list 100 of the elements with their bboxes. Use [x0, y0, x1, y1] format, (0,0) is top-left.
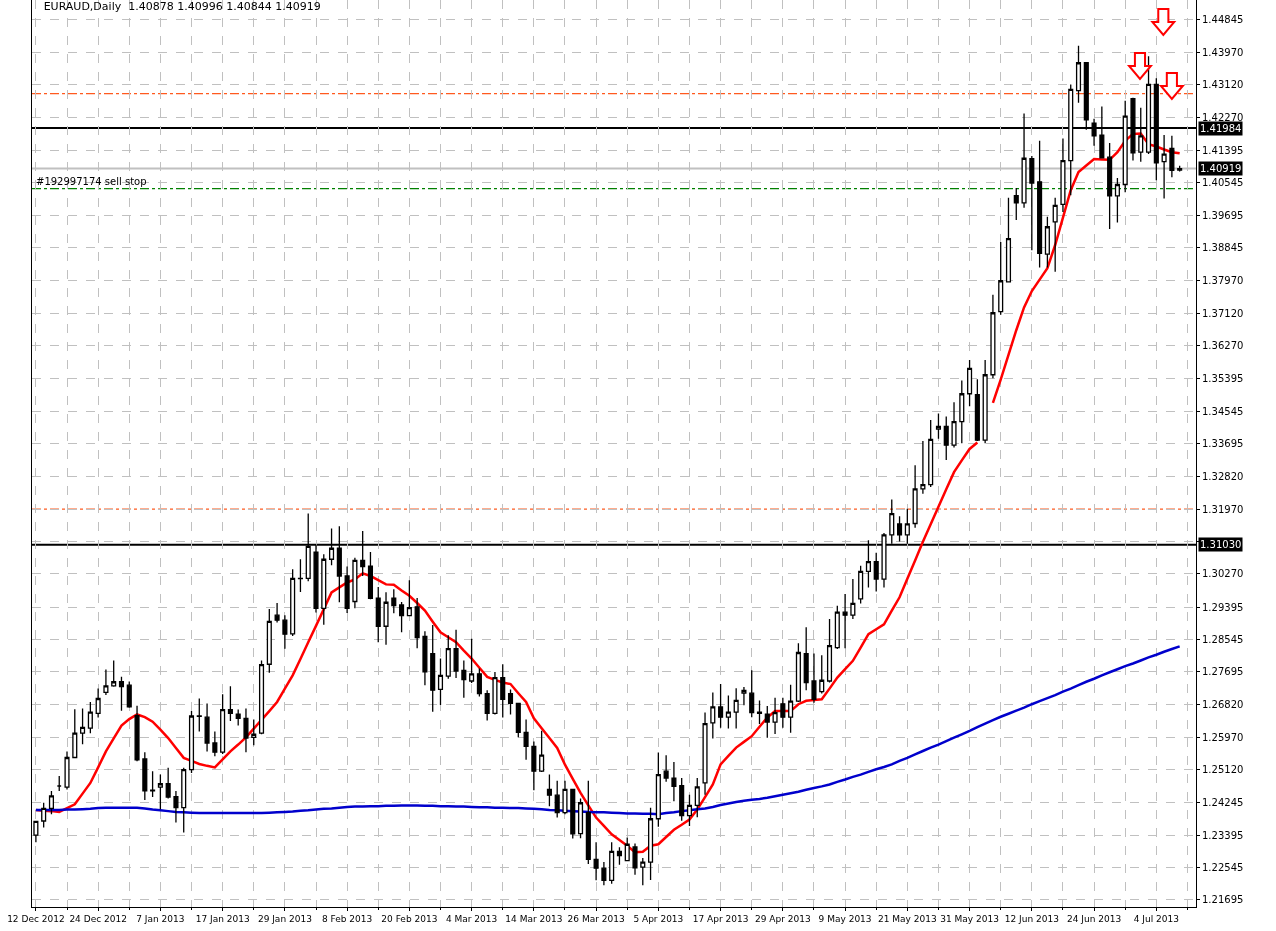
candlestick: [826, 618, 833, 684]
x-tick-label: 24 Jun 2013: [1067, 913, 1122, 924]
candlestick: [935, 412, 942, 440]
y-tick-label: 1.30270: [1202, 568, 1244, 580]
candlestick: [710, 691, 716, 740]
candlestick: [609, 841, 615, 885]
y-tick-label: 1.27695: [1202, 666, 1244, 678]
candlestick: [150, 770, 156, 798]
candlestick: [118, 676, 125, 712]
candlestick: [157, 773, 163, 810]
x-tick-label: 29 Jan 2013: [257, 913, 312, 924]
y-tick-label: 1.25120: [1202, 764, 1244, 776]
y-tick-label: 1.40545: [1202, 177, 1244, 189]
candlestick: [41, 802, 47, 829]
candlestick: [72, 708, 78, 759]
candlestick: [500, 663, 506, 719]
candlestick: [212, 730, 218, 757]
y-tick-label: 1.33695: [1202, 437, 1244, 449]
candlestick: [554, 780, 560, 819]
candlestick: [702, 711, 708, 796]
candlestick: [679, 777, 685, 822]
candlestick: [1044, 216, 1050, 269]
x-tick-label: 9 May 2013: [818, 913, 872, 924]
candlestick: [126, 680, 132, 709]
x-tick-label: 17 Jan 2013: [195, 913, 250, 924]
candlestick: [80, 707, 86, 745]
y-tick-label: 1.35395: [1202, 373, 1244, 385]
candlestick: [48, 790, 55, 815]
x-tick-label: 26 Mar 2013: [567, 913, 625, 924]
x-tick-label: 24 Dec 2012: [69, 913, 127, 924]
y-tick-label: 1.41395: [1202, 144, 1244, 156]
candlestick: [780, 697, 786, 729]
candlestick: [928, 419, 934, 488]
x-tick-label: 4 Jul 2013: [1133, 913, 1179, 924]
candlestick: [663, 754, 669, 783]
y-tick-label: 1.37970: [1202, 275, 1244, 287]
candlestick: [453, 629, 459, 679]
x-tick-label: 31 May 2013: [940, 913, 999, 924]
candlestick: [694, 777, 700, 818]
candlestick: [741, 686, 747, 707]
candlestick: [406, 579, 412, 617]
candlestick: [1013, 187, 1019, 221]
candlestick: [64, 750, 70, 791]
candlestick: [951, 401, 957, 449]
candlestick: [220, 693, 226, 755]
y-tick-label: 1.43120: [1202, 79, 1244, 91]
candlestick: [858, 565, 864, 605]
candlestick: [1114, 177, 1120, 224]
candlestick: [1161, 134, 1167, 200]
y-tick-label: 1.26820: [1202, 699, 1244, 711]
candlestick: [1060, 137, 1066, 213]
candlestick: [733, 687, 739, 730]
candlestick: [943, 415, 949, 461]
candlestick: [539, 730, 545, 773]
candlestick: [897, 515, 903, 543]
candlestick: [507, 688, 514, 716]
candlestick: [258, 659, 265, 735]
candlestick: [515, 702, 521, 738]
x-tick-label: 17 Apr 2013: [692, 913, 749, 924]
y-tick-label: 1.42270: [1202, 111, 1244, 123]
ref-line-label: 1.41984: [1200, 123, 1242, 134]
candlestick: [850, 578, 856, 620]
y-tick-label: 1.37120: [1202, 307, 1244, 319]
candlestick: [624, 836, 630, 862]
y-tick-label: 1.22545: [1202, 862, 1244, 874]
candlestick: [523, 718, 529, 761]
candlestick: [546, 773, 552, 807]
candlestick: [181, 767, 187, 834]
candlestick: [56, 775, 62, 792]
candlestick: [904, 508, 910, 545]
candlestick: [469, 638, 475, 684]
y-tick-label: 1.44845: [1202, 13, 1244, 25]
candlestick: [1075, 45, 1082, 104]
candlestick: [1169, 135, 1175, 178]
candlestick: [764, 705, 770, 739]
candlestick: [585, 780, 591, 865]
y-tick-label: 1.25970: [1202, 731, 1244, 743]
candlestick: [196, 697, 202, 733]
candlestick: [274, 602, 280, 624]
candlestick: [87, 701, 93, 734]
candlestick: [632, 842, 638, 876]
x-tick-label: 5 Apr 2013: [633, 913, 684, 924]
chart-title: EURAUD,Daily 1.40878 1.40996 1.40844 1.40919: [43, 0, 321, 13]
candlestick: [562, 780, 568, 815]
x-tick-label: 4 Mar 2013: [445, 913, 498, 924]
candlestick: [982, 359, 988, 444]
candlestick: [399, 601, 405, 633]
candlestick: [819, 654, 825, 695]
ref-line-label: #192997174 sell stop: [36, 176, 147, 187]
x-tick-label: 14 Mar 2013: [505, 913, 563, 924]
candlestick: [492, 671, 498, 716]
ref-line-label: 1.40919: [1200, 163, 1242, 174]
candlestick: [686, 794, 693, 827]
candlestick: [290, 568, 296, 637]
candlestick: [484, 689, 490, 722]
candlestick: [134, 705, 140, 762]
candlestick: [204, 702, 210, 753]
y-tick-label: 1.36270: [1202, 339, 1244, 351]
candlestick: [718, 683, 724, 729]
x-tick-label: 21 May 2013: [877, 913, 937, 924]
